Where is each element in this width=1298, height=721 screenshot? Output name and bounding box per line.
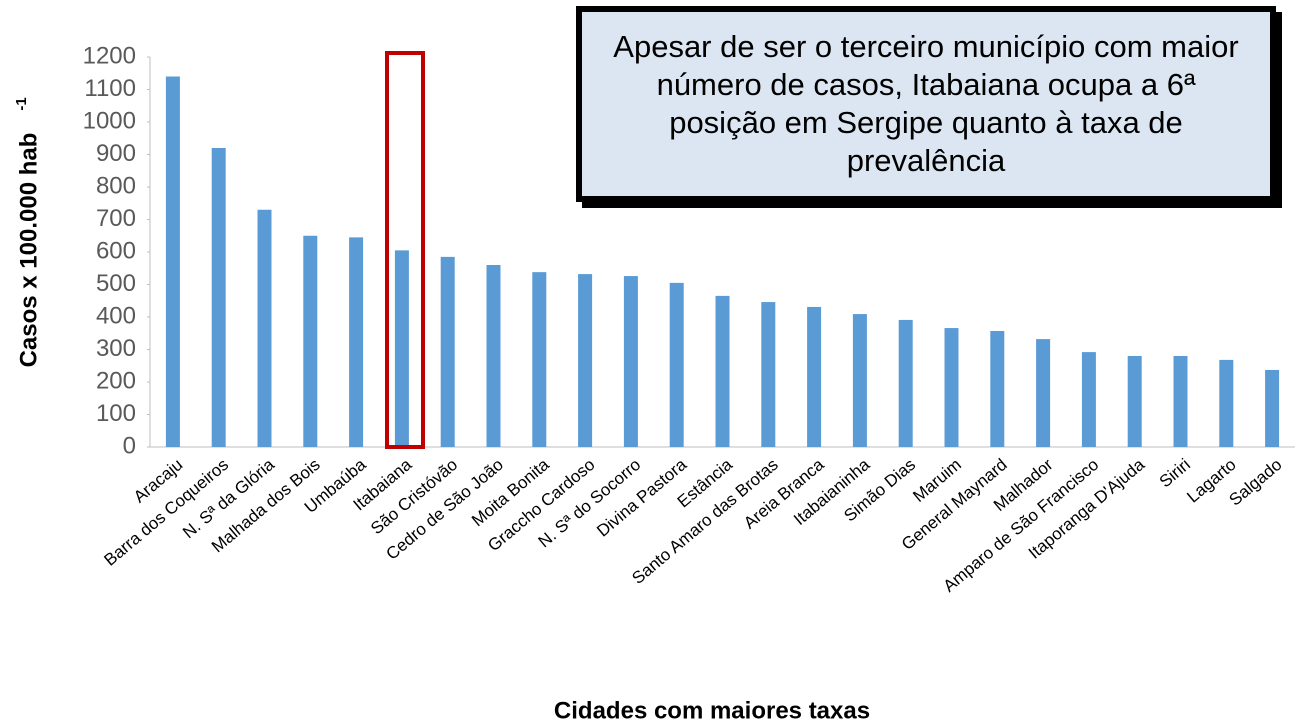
bar [1127, 356, 1142, 447]
bar [532, 272, 547, 447]
bar [211, 148, 226, 447]
x-tick-label: Salgado [1226, 455, 1286, 510]
bar [578, 274, 593, 447]
y-tick-label: 600 [96, 237, 136, 264]
y-tick-label: 1100 [84, 75, 136, 102]
y-tick-label: 800 [96, 172, 136, 199]
y-tick-label: 1200 [83, 42, 136, 69]
y-tick-label: 700 [96, 205, 136, 232]
bar [898, 319, 913, 447]
bar [623, 276, 638, 447]
y-axis-title-superscript: -1 [13, 97, 30, 110]
bar [1219, 359, 1234, 447]
bar [669, 282, 684, 447]
highlight-box [385, 51, 425, 449]
bar [440, 256, 455, 447]
bar [807, 306, 822, 447]
bar [990, 330, 1005, 447]
annotation: Apesar de ser o terceiro município com m… [576, 6, 1276, 202]
y-axis-title: Casos x 100.000 hab [15, 133, 42, 368]
bar [349, 237, 364, 447]
bar [1036, 339, 1051, 447]
bar [165, 76, 180, 447]
y-tick-label: 900 [96, 140, 136, 167]
bar [1173, 356, 1188, 447]
bar [303, 235, 318, 447]
bar [1081, 352, 1096, 447]
y-tick-label: 500 [96, 270, 136, 297]
y-axis-title-group: Casos x 100.000 hab -1 [13, 97, 42, 367]
bar [715, 295, 730, 447]
y-tick-label: 400 [96, 302, 136, 329]
y-tick-label: 0 [123, 432, 136, 459]
bar [1265, 369, 1280, 447]
bar [944, 328, 959, 447]
x-axis-title: Cidades com maiores taxas [554, 697, 870, 721]
x-tick-label: Siriri [1156, 455, 1194, 491]
y-tick-label: 300 [96, 335, 136, 362]
y-tick-label: 1000 [83, 107, 136, 134]
y-tick-label: 200 [96, 367, 136, 394]
bar [852, 314, 867, 447]
bar [394, 250, 409, 447]
bar [761, 302, 776, 447]
bar [486, 265, 501, 447]
bar [257, 209, 272, 447]
y-tick-label: 100 [96, 400, 136, 427]
